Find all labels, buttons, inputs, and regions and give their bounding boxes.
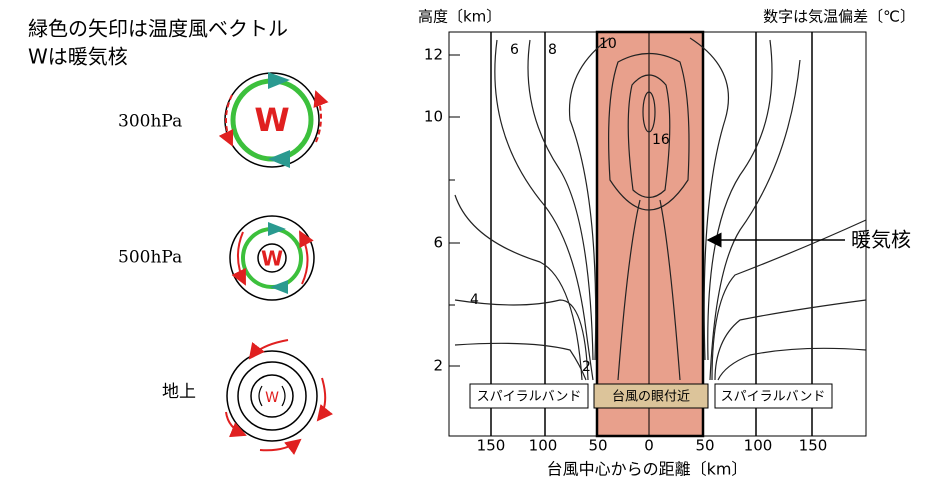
- region-label: 台風の眼付近: [612, 390, 690, 405]
- y-tick-label: 6: [433, 234, 443, 252]
- title-line: 緑色の矢印は温度風ベクトル: [28, 17, 288, 41]
- contour-label: 16: [652, 132, 670, 148]
- band-lines: [490, 32, 813, 436]
- level-500: W: [229, 215, 315, 301]
- y-tick-label: 12: [424, 46, 443, 64]
- eye-frame: [595, 30, 705, 438]
- eye-region: [597, 32, 703, 436]
- y-axis-title: 高度〔km〕: [418, 8, 501, 26]
- title-line: Wは暖気核: [28, 45, 128, 69]
- contours: [454, 37, 867, 381]
- contour-label: 2: [582, 359, 591, 375]
- contour-label: 6: [510, 42, 519, 58]
- y-ticks: [449, 54, 460, 367]
- note: 数字は気温偏差〔℃〕: [763, 8, 915, 26]
- contour-label: 8: [548, 42, 557, 58]
- level-label: 地上: [162, 382, 196, 402]
- level-label: 300hPa: [118, 112, 182, 132]
- region-label: スパイラルバンド: [721, 390, 826, 405]
- y-tick-label: 10: [424, 108, 443, 126]
- contour-labels: 6 8 10 16 4 2: [470, 36, 670, 375]
- x-tick-label: 50: [588, 437, 607, 455]
- x-tick-label: 100: [744, 437, 773, 455]
- x-tick-label: 150: [477, 437, 506, 455]
- x-tick-label: 100: [529, 437, 558, 455]
- y-tick-label: 2: [433, 357, 443, 375]
- y-tick-labels: 12 10 6 2: [424, 46, 443, 375]
- level-surface: W: [225, 339, 333, 455]
- x-tick-label: 150: [799, 437, 828, 455]
- contour-label: 10: [599, 36, 617, 52]
- x-tick-labels: 150 100 50 0 50 100 150: [477, 437, 828, 455]
- core-w: W: [265, 390, 279, 406]
- region-label: スパイラルバンド: [477, 390, 582, 405]
- x-tick-label: 0: [644, 437, 654, 455]
- x-axis-title: 台風中心からの距離〔km〕: [547, 460, 748, 479]
- level-label: 500hPa: [118, 248, 182, 268]
- level-300: W: [218, 72, 329, 168]
- pointer-label: 暖気核: [851, 228, 911, 252]
- x-tick-label: 50: [695, 437, 714, 455]
- core-w: W: [261, 247, 283, 271]
- core-w: W: [254, 101, 289, 139]
- regions: スパイラルバンド 台風の眼付近 スパイラルバンド: [469, 383, 833, 409]
- contour-label: 4: [470, 292, 479, 308]
